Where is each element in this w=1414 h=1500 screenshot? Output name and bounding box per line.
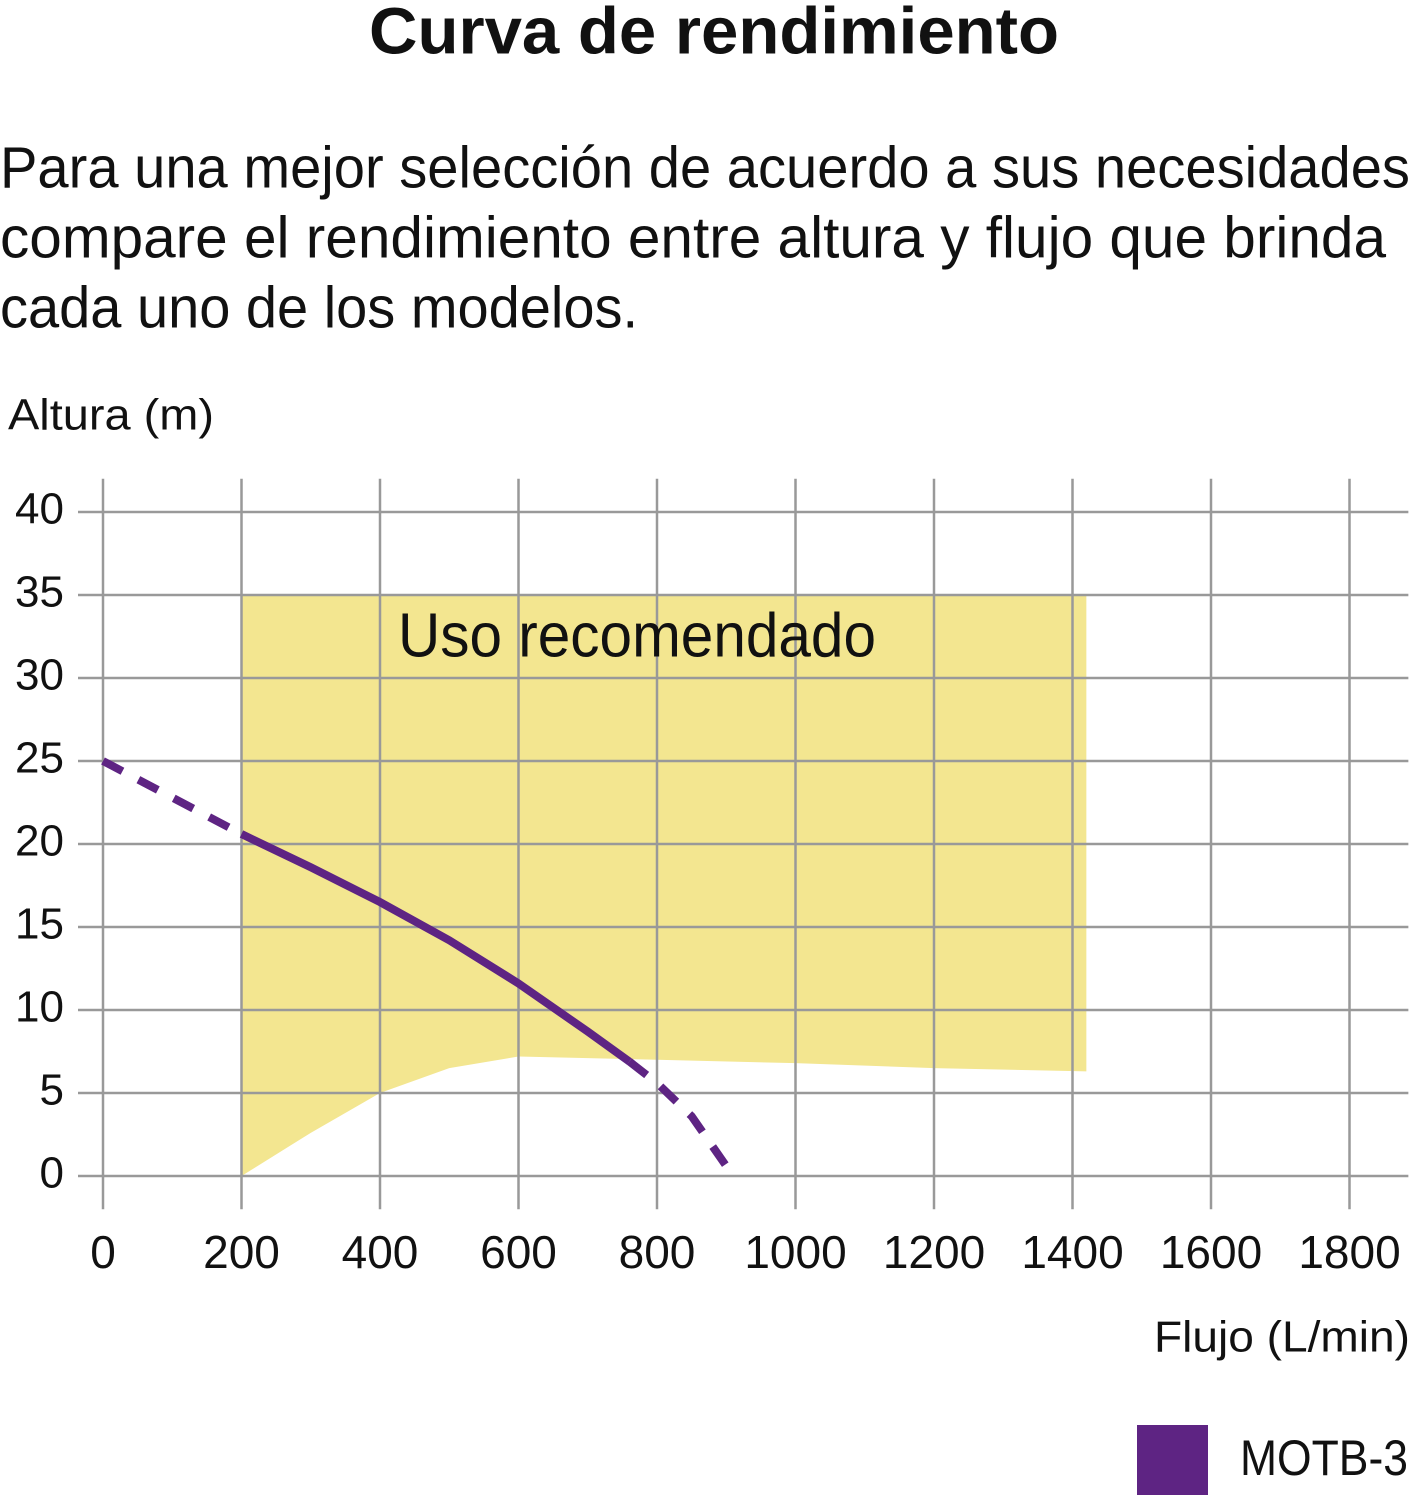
series-line xyxy=(239,830,632,1065)
y-tick-label: 40 xyxy=(15,485,64,534)
y-axis-label: Altura (m) xyxy=(8,391,214,440)
x-tick-label: 1000 xyxy=(744,1226,846,1278)
y-tick-label: 20 xyxy=(15,817,64,866)
recommended-region xyxy=(241,595,1087,1176)
y-tick-label: 15 xyxy=(15,900,64,949)
legend-swatch xyxy=(1137,1425,1208,1495)
series-line xyxy=(101,757,244,838)
y-tick-label: 30 xyxy=(15,651,64,700)
x-tick-label: 600 xyxy=(480,1226,557,1278)
legend-label: MOTB-3 xyxy=(1240,1430,1408,1486)
y-tick-label: 5 xyxy=(40,1066,64,1115)
subtitle: cada uno de los modelos. xyxy=(0,275,638,340)
x-axis-label: Flujo (L/min) xyxy=(1154,1313,1410,1362)
subtitle: Para una mejor selección de acuerdo a su… xyxy=(0,135,1410,200)
subtitle: compare el rendimiento entre altura y fl… xyxy=(0,205,1387,270)
x-tick-label: 1800 xyxy=(1298,1226,1400,1278)
chart-title: Curva de rendimiento xyxy=(369,0,1059,67)
y-tick-label: 35 xyxy=(15,568,64,617)
x-tick-label: 800 xyxy=(619,1226,696,1278)
x-tick-label: 200 xyxy=(203,1226,280,1278)
series-line xyxy=(626,1058,737,1179)
x-tick-label: 1600 xyxy=(1160,1226,1262,1278)
x-tick-label: 1400 xyxy=(1021,1226,1123,1278)
y-tick-label: 0 xyxy=(40,1149,64,1198)
y-tick-label: 25 xyxy=(15,734,64,783)
x-tick-label: 1200 xyxy=(883,1226,985,1278)
x-tick-label: 0 xyxy=(90,1226,116,1278)
region-label: Uso recomendado xyxy=(398,601,876,670)
x-tick-label: 400 xyxy=(342,1226,419,1278)
y-tick-label: 10 xyxy=(15,983,64,1032)
